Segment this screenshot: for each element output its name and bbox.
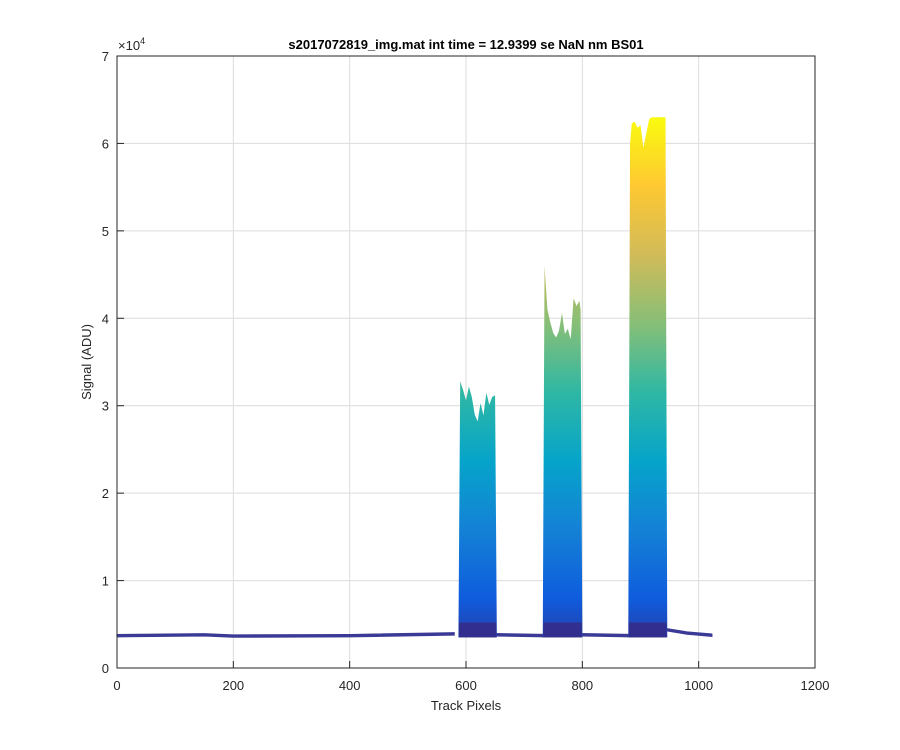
peak-1-base — [459, 622, 497, 638]
x-tick-label: 800 — [571, 678, 593, 693]
x-tick-label: 600 — [455, 678, 477, 693]
x-tick-label: 400 — [339, 678, 361, 693]
y-exponent-power: 4 — [140, 36, 145, 46]
axis-ticks: 0 200 400 600 800 1000 1200 0 1 2 3 4 5 6 7 — [102, 49, 830, 693]
peak-2-area — [542, 265, 583, 638]
y-tick-label: 7 — [102, 49, 109, 64]
y-exponent-base: ×10 — [118, 38, 140, 53]
y-tick-label: 2 — [102, 486, 109, 501]
y-exponent-label: ×104 — [118, 36, 145, 53]
data-layer — [117, 117, 713, 638]
y-tick-label: 6 — [102, 136, 109, 151]
baseline-series — [117, 632, 455, 638]
peak-3-area — [628, 117, 668, 638]
y-tick-label: 3 — [102, 399, 109, 414]
peak-3-base — [628, 622, 667, 638]
y-tick-label: 5 — [102, 224, 109, 239]
x-tick-label: 1200 — [801, 678, 830, 693]
peak-2-base — [543, 622, 582, 638]
x-tick-label: 200 — [222, 678, 244, 693]
chart-title: s2017072819_img.mat int time = 12.9399 s… — [288, 37, 643, 52]
y-axis-label: Signal (ADU) — [79, 324, 94, 400]
inter-peak-baseline — [580, 633, 631, 638]
y-tick-label: 1 — [102, 574, 109, 589]
grid-lines — [117, 56, 815, 668]
inter-peak-baseline — [495, 633, 545, 638]
x-axis-label: Track Pixels — [431, 698, 502, 713]
peak-1-area — [458, 381, 497, 638]
y-tick-label: 4 — [102, 311, 109, 326]
x-tick-label: 0 — [113, 678, 120, 693]
y-tick-label: 0 — [102, 661, 109, 676]
x-tick-label: 1000 — [684, 678, 713, 693]
